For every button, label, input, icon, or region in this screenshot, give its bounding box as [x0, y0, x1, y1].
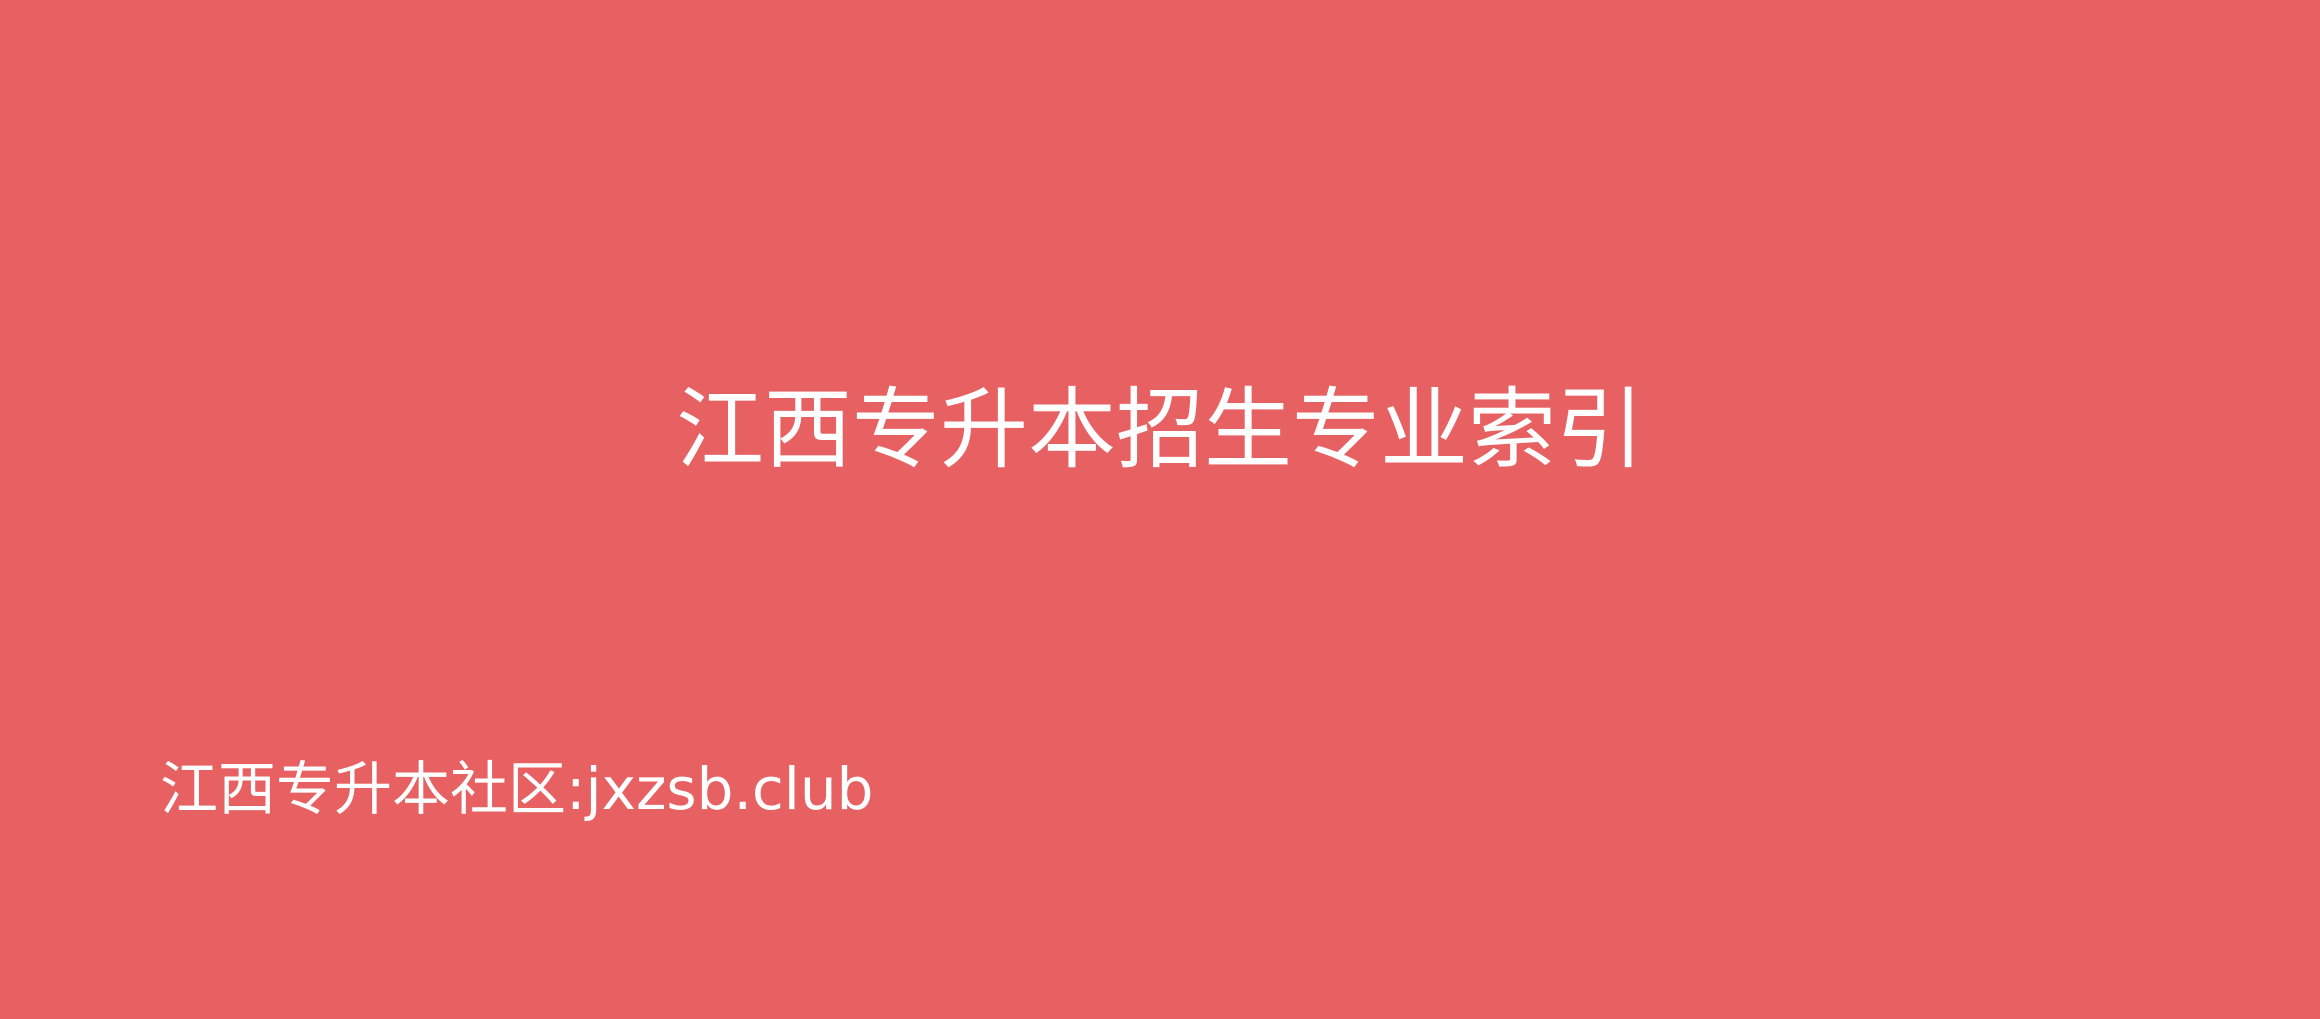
- community-site-label: 江西专升本社区:jxzsb.club: [160, 755, 874, 823]
- page-title: 江西专升本招生专业索引: [675, 378, 1644, 481]
